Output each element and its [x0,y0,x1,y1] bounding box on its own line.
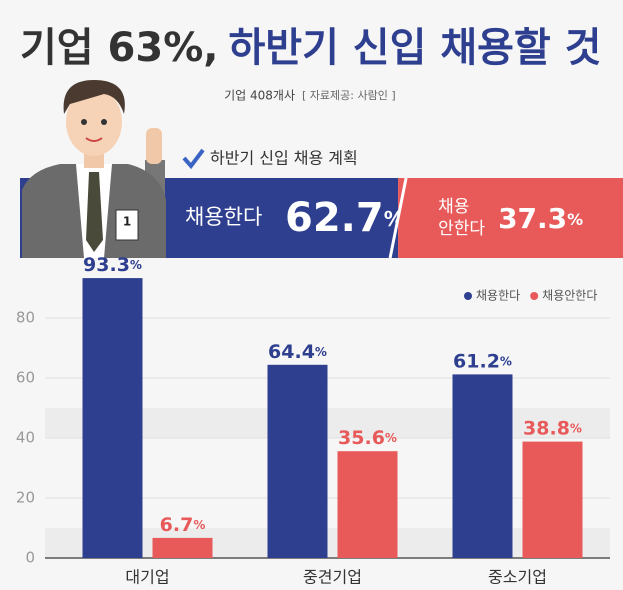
summary-label: 하반기 신입 채용 계획 [210,149,358,168]
title-rest: 하반기 신입 채용할 것 [228,25,601,71]
summary-segment [398,178,623,258]
bar [522,441,583,558]
hair [63,80,125,114]
bar-chart: 0 20 40 60 80 대기업 93.3% 6.7% 중견기업 64.4% 35.6% 중소기업 6… [16,254,610,587]
data-label: 93.3% [83,254,142,276]
bar [452,374,513,558]
person-illustration: 1 [22,80,166,258]
face [66,88,122,156]
y-tick-label: 20 [16,489,35,507]
bar [152,537,213,558]
bar [82,278,143,558]
eye [101,119,107,125]
summary-name: 안한다 [438,219,485,239]
badge [115,209,139,241]
summary-name: 채용한다 [185,205,262,229]
divider [388,177,408,259]
data-label: 35.6% [338,427,397,449]
legend-label: 채용안한다 [542,289,597,303]
bar [267,364,328,558]
x-tick-label: 대기업 [125,568,169,587]
data-label: 6.7% [160,513,206,535]
check-icon [182,148,205,170]
hand [146,128,162,164]
data-label: 38.8% [523,417,582,439]
x-tick-label: 중소기업 [488,568,547,587]
title-lead: 기업 63%, [20,25,218,71]
summary-value: 37.3% [498,202,583,235]
data-label: 61.2% [453,350,512,372]
tie [86,172,103,252]
subtitle: 기업 408개사 [224,89,295,103]
y-tick-label: 0 [25,549,35,567]
summary-name: 채용 [438,197,469,217]
source: [ 자료제공: 사람인 ] [302,89,396,102]
bar [337,451,398,558]
y-tick-label: 60 [16,369,35,387]
data-label: 64.4% [268,340,327,362]
title: 기업 63%, 하반기 신입 채용할 것 [20,25,601,71]
y-tick-label: 40 [16,429,35,447]
legend-label: 채용한다 [476,289,520,303]
eye [81,119,87,125]
x-tick-label: 중견기업 [303,568,362,587]
summary-value: 62.7% [285,195,404,241]
y-tick-label: 80 [16,309,35,327]
mouth [85,137,103,142]
legend-swatch [530,292,539,300]
legend-swatch [464,292,472,300]
badge-number: 1 [123,215,131,229]
